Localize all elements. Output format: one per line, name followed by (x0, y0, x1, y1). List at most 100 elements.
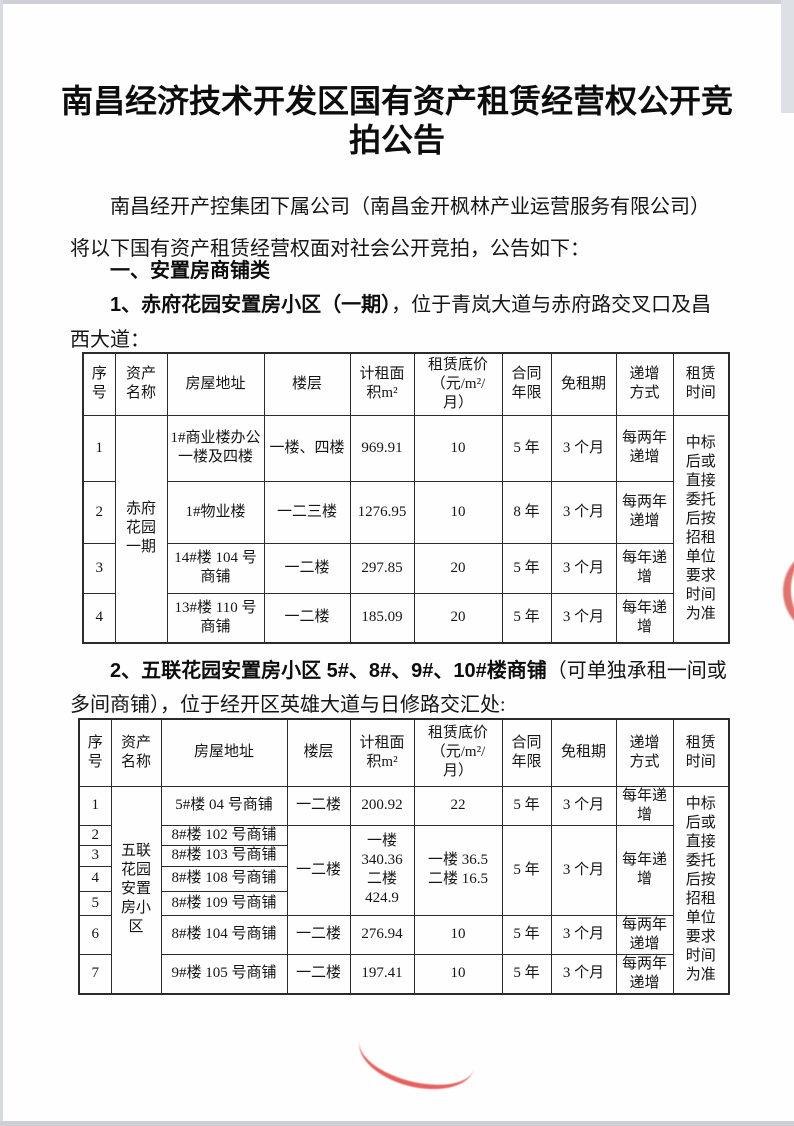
table-chifu-garden: 序 号 资产 名称 房屋地址 楼层 计租面 积m² 租赁底价 （元/m²/ 月）… (82, 352, 730, 644)
cell-address: 14#楼 104 号商铺 (166, 542, 265, 594)
cell-no: 2 (78, 824, 112, 846)
cell-asset-name: 五联花园安置房小区 (110, 785, 162, 995)
table-row: 1 五联花园安置房小区 5#楼 04 号商铺 一二楼 200.92 22 5 年… (78, 785, 730, 995)
scan-edge-top (0, 0, 794, 4)
th-seq: 序 号 (78, 718, 112, 787)
table-row: 7 9#楼 105 号商铺 一二楼 197.41 10 5 年 3 个月 每两年… (78, 953, 729, 995)
cell-rent-free: 3 个月 (550, 414, 617, 482)
cell-rent-free: 3 个月 (550, 824, 617, 916)
cell-rent-free: 3 个月 (550, 785, 617, 826)
cell-no: 2 (82, 480, 116, 544)
cell-term: 8 年 (501, 480, 552, 544)
intro-paragraph: 南昌经开产控集团下属公司（南昌金开枫林产业运营服务有限公司）将以下国有资产租赁经… (70, 196, 710, 260)
item-2-description: （可单独承租一间或多间商铺），位于经开区英雄大道与日修路交汇处: (70, 660, 727, 716)
cell-no: 7 (78, 953, 112, 995)
cell-address: 8#楼 109 号商铺 (160, 890, 288, 916)
cell-no: 5 (78, 890, 112, 916)
cell-no: 1 (78, 785, 112, 826)
table-row: 3 14#楼 104 号商铺 一二楼 297.85 20 5 年 3 个月 每年… (82, 542, 729, 594)
cell-no: 6 (78, 914, 112, 955)
cell-increase: 每年递增 (615, 542, 674, 594)
table-header-row: 序 号 资产 名称 房屋地址 楼层 计租面 积m² 租赁底价 （元/m²/ 月）… (78, 718, 730, 787)
th-seq: 序 号 (82, 352, 116, 416)
th-floor: 楼层 (263, 352, 351, 416)
th-lease-time: 租赁 时间 (672, 352, 730, 416)
th-address: 房屋地址 (160, 718, 288, 787)
table-wulian-garden: 序 号 资产 名称 房屋地址 楼层 计租面 积m² 租赁底价 （元/m²/ 月）… (78, 718, 730, 995)
cell-address: 8#楼 108 号商铺 (160, 865, 288, 892)
cell-rent-free: 3 个月 (550, 480, 617, 544)
table-row: 1 赤府花园一期 1#商业楼办公一楼及四楼 一楼、四楼 969.91 10 5 … (82, 414, 730, 644)
cell-address: 8#楼 104 号商铺 (160, 914, 288, 955)
cell-no: 1 (82, 414, 116, 482)
th-term: 合同 年限 (501, 352, 552, 416)
cell-area: 一楼 340.36 二楼 424.9 (349, 824, 415, 916)
cell-address: 1#商业楼办公一楼及四楼 (166, 414, 265, 482)
table-row: 6 8#楼 104 号商铺 一二楼 276.94 10 5 年 3 个月 每两年… (78, 914, 729, 955)
cell-increase: 每两年递增 (615, 914, 674, 955)
item-1-description: ，位于青岚大道与赤府路交叉口及昌西大道： (70, 294, 712, 351)
th-asset-name: 资产 名称 (110, 718, 162, 787)
cell-term: 5 年 (501, 592, 552, 644)
cell-increase: 每两年递增 (615, 414, 674, 482)
cell-floor: 一二楼 (286, 914, 351, 955)
cell-rent-free: 3 个月 (550, 914, 617, 955)
cell-increase: 每年递增 (615, 824, 674, 916)
cell-increase: 每两年递增 (615, 480, 674, 544)
cell-price: 10 (413, 914, 503, 955)
cell-area: 185.09 (349, 592, 415, 644)
cell-no: 4 (78, 865, 112, 892)
section-1-heading: 一、安置房商铺类 (110, 260, 270, 282)
cell-lease-time: 中标后或直接委托后按招租单位要求时间为准 (672, 785, 730, 995)
cell-price: 10 (413, 953, 503, 995)
cell-asset-name: 赤府花园一期 (114, 414, 168, 644)
cell-increase: 每年递增 (615, 592, 674, 644)
item-1-bold-label: 1、赤府花园安置房小区（一期） (110, 294, 392, 316)
cell-rent-free: 3 个月 (550, 592, 617, 644)
red-stamp-arc-right (778, 540, 794, 642)
cell-price: 10 (413, 414, 503, 482)
table-row: 4 8#楼 108 号商铺 (78, 865, 729, 892)
cell-area: 969.91 (349, 414, 415, 482)
cell-floor: 一楼、四楼 (263, 414, 351, 482)
cell-area: 197.41 (349, 953, 415, 995)
cell-floor: 一二楼 (286, 785, 351, 826)
cell-floor: 一二楼 (286, 824, 351, 916)
th-base-price: 租赁底价 （元/m²/ 月） (413, 352, 503, 416)
cell-rent-free: 3 个月 (550, 953, 617, 995)
table-row: 2 8#楼 102 号商铺 一二楼 一楼 340.36 二楼 424.9 一楼 … (78, 824, 729, 916)
table-header-row: 序 号 资产 名称 房屋地址 楼层 计租面 积m² 租赁底价 （元/m²/ 月）… (82, 352, 730, 416)
cell-term: 5 年 (501, 785, 552, 826)
cell-no: 4 (82, 592, 116, 644)
cell-price: 22 (413, 785, 503, 826)
red-stamp-stroke-bottom (351, 1008, 483, 1101)
cell-floor: 一二楼 (263, 542, 351, 594)
cell-price: 一楼 36.5 二楼 16.5 (413, 824, 503, 916)
item-2-bold-label: 2、五联花园安置房小区 5#、8#、9#、10#楼商铺 (110, 660, 547, 682)
th-base-price: 租赁底价 （元/m²/ 月） (413, 718, 503, 787)
scan-edge-bottom (0, 1121, 794, 1126)
table-row: 4 13#楼 110 号商铺 一二楼 185.09 20 5 年 3 个月 每年… (82, 592, 729, 644)
cell-rent-free: 3 个月 (550, 542, 617, 594)
th-increase: 递增 方式 (615, 352, 674, 416)
th-address: 房屋地址 (166, 352, 265, 416)
table-row: 2 1#物业楼 一二三楼 1276.95 10 8 年 3 个月 每两年递增 (82, 480, 729, 544)
cell-no: 3 (78, 844, 112, 867)
cell-address: 9#楼 105 号商铺 (160, 953, 288, 995)
cell-lease-time: 中标后或直接委托后按招租单位要求时间为准 (672, 414, 730, 644)
cell-price: 10 (413, 480, 503, 544)
cell-address: 5#楼 04 号商铺 (160, 785, 288, 826)
th-term: 合同 年限 (501, 718, 552, 787)
cell-term: 5 年 (501, 824, 552, 916)
cell-increase: 每两年递增 (615, 953, 674, 995)
cell-area: 1276.95 (349, 480, 415, 544)
th-rent-free: 免租期 (550, 352, 617, 416)
th-asset-name: 资产 名称 (114, 352, 168, 416)
th-rent-free: 免租期 (550, 718, 617, 787)
cell-term: 5 年 (501, 414, 552, 482)
cell-floor: 一二三楼 (263, 480, 351, 544)
cell-address: 13#楼 110 号商铺 (166, 592, 265, 644)
cell-area: 297.85 (349, 542, 415, 594)
cell-price: 20 (413, 592, 503, 644)
